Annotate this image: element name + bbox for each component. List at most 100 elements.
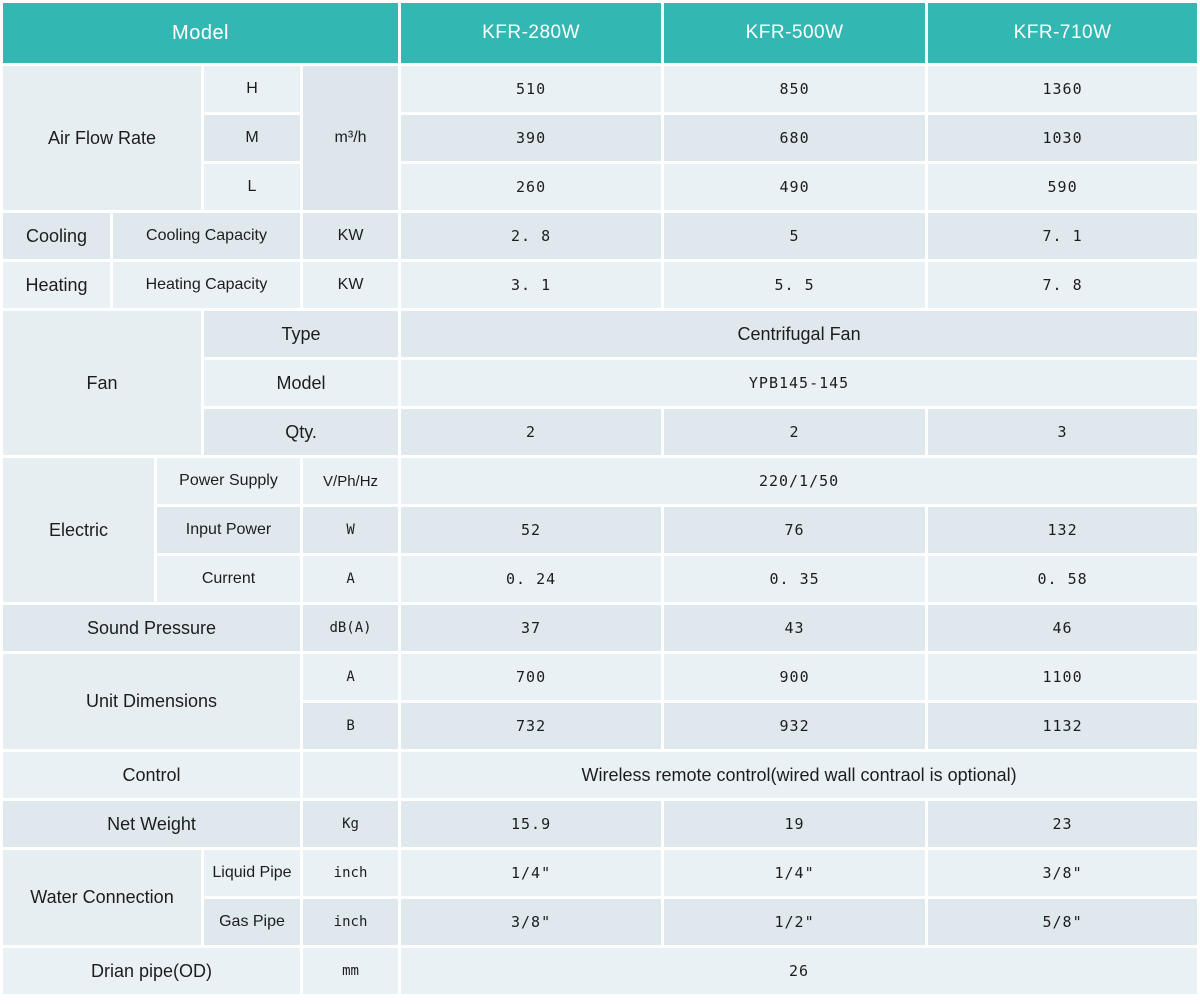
dimensions-b-row: B 732 932 1132 <box>3 703 1198 749</box>
heating-capacity-label: Heating Capacity <box>113 262 300 308</box>
drain-pipe-value: 26 <box>401 948 1198 994</box>
fan-qty-value-500w: 2 <box>664 409 926 455</box>
input-power-value-280w: 52 <box>401 507 662 553</box>
gas-pipe-row: Gas Pipe inch 3/8" 1/2" 5/8" <box>3 899 1198 945</box>
power-supply-value: 220/1/50 <box>401 458 1198 504</box>
power-supply-label: Power Supply <box>157 458 300 504</box>
fan-model-label: Model <box>204 360 399 406</box>
sound-pressure-row: Sound Pressure dB(A) 37 43 46 <box>3 605 1198 651</box>
airflow-label: Air Flow Rate <box>3 66 201 210</box>
airflow-m-value-280w: 390 <box>401 115 662 161</box>
liquid-pipe-value-500w: 1/4" <box>664 850 926 896</box>
heating-label: Heating <box>3 262 110 308</box>
drain-pipe-row: Drian pipe(OD) mm 26 <box>3 948 1198 994</box>
current-unit: A <box>303 556 399 602</box>
electric-power-supply-row: Electric Power Supply V/Ph/Hz 220/1/50 <box>3 458 1198 602</box>
fan-model-value: YPB145-145 <box>401 360 1198 406</box>
fan-type-value: Centrifugal Fan <box>401 311 1198 357</box>
col-header-kfr-710w: KFR-710W <box>928 3 1198 63</box>
airflow-speed-h-label: H <box>204 66 300 112</box>
control-row: Control Wireless remote control(wired wa… <box>3 752 1198 798</box>
airflow-l-value-280w: 260 <box>401 164 662 210</box>
drain-pipe-label: Drian pipe(OD) <box>3 948 300 994</box>
sound-pressure-label: Sound Pressure <box>3 605 300 651</box>
control-label: Control <box>3 752 300 798</box>
fan-label: Fan <box>3 311 201 455</box>
heating-row: Heating Heating Capacity KW 3. 1 5. 5 7.… <box>3 262 1198 308</box>
heating-unit: KW <box>303 262 399 308</box>
airflow-h-value-280w: 510 <box>401 66 662 112</box>
net-weight-value-280w: 15.9 <box>401 801 662 847</box>
control-value: Wireless remote control(wired wall contr… <box>401 752 1198 798</box>
input-power-unit: W <box>303 507 399 553</box>
gas-pipe-label: Gas Pipe <box>204 899 300 945</box>
gas-pipe-value-280w: 3/8" <box>401 899 662 945</box>
sound-pressure-unit: dB(A) <box>303 605 399 651</box>
net-weight-value-500w: 19 <box>664 801 926 847</box>
heating-value-710w: 7. 8 <box>928 262 1198 308</box>
dimension-b-value-710w: 1132 <box>928 703 1198 749</box>
airflow-m-value-710w: 1030 <box>928 115 1198 161</box>
airflow-l-value-500w: 490 <box>664 164 926 210</box>
fan-qty-label: Qty. <box>204 409 399 455</box>
fan-model-row: Model YPB145-145 <box>3 360 1198 406</box>
airflow-h-row: Air Flow Rate H m³/h 510 850 1360 <box>3 66 1198 210</box>
electric-input-power-row: Input Power W 52 76 132 <box>3 507 1198 553</box>
current-value-280w: 0. 24 <box>401 556 662 602</box>
fan-qty-row: Qty. 2 2 3 <box>3 409 1198 455</box>
liquid-pipe-value-710w: 3/8" <box>928 850 1198 896</box>
dimension-b-label: B <box>303 703 399 749</box>
heating-value-280w: 3. 1 <box>401 262 662 308</box>
fan-qty-value-710w: 3 <box>928 409 1198 455</box>
cooling-value-710w: 7. 1 <box>928 213 1198 259</box>
electric-current-row: Current A 0. 24 0. 35 0. 58 <box>3 556 1198 602</box>
cooling-unit: KW <box>303 213 399 259</box>
airflow-h-value-500w: 850 <box>664 66 926 112</box>
sound-pressure-value-500w: 43 <box>664 605 926 651</box>
airflow-l-row: L 260 490 590 <box>3 164 1198 210</box>
drain-pipe-unit: mm <box>303 948 399 994</box>
fan-type-row: Fan Type Centrifugal Fan <box>3 311 1198 455</box>
net-weight-row: Net Weight Kg 15.9 19 23 <box>3 801 1198 847</box>
fan-qty-value-280w: 2 <box>401 409 662 455</box>
dimensions-a-row: Unit Dimensions A 700 900 1100 <box>3 654 1198 749</box>
dimension-b-value-500w: 932 <box>664 703 926 749</box>
input-power-label: Input Power <box>157 507 300 553</box>
water-connection-label: Water Connection <box>3 850 201 945</box>
liquid-pipe-unit: inch <box>303 850 399 896</box>
airflow-speed-m-label: M <box>204 115 300 161</box>
current-label: Current <box>157 556 300 602</box>
col-header-kfr-500w: KFR-500W <box>664 3 926 63</box>
cooling-row: Cooling Cooling Capacity KW 2. 8 5 7. 1 <box>3 213 1198 259</box>
input-power-value-500w: 76 <box>664 507 926 553</box>
airflow-l-value-710w: 590 <box>928 164 1198 210</box>
model-header-cell: Model <box>3 3 399 63</box>
cooling-label: Cooling <box>3 213 110 259</box>
dimension-a-value-500w: 900 <box>664 654 926 700</box>
airflow-speed-l-label: L <box>204 164 300 210</box>
gas-pipe-value-710w: 5/8" <box>928 899 1198 945</box>
fan-type-label: Type <box>204 311 399 357</box>
airflow-m-row: M 390 680 1030 <box>3 115 1198 161</box>
control-unit-empty-cell <box>303 752 399 798</box>
input-power-value-710w: 132 <box>928 507 1198 553</box>
dimension-a-value-710w: 1100 <box>928 654 1198 700</box>
dimension-b-value-280w: 732 <box>401 703 662 749</box>
net-weight-unit: Kg <box>303 801 399 847</box>
header-row: Model KFR-280W KFR-500W KFR-710W <box>3 3 1198 63</box>
current-value-500w: 0. 35 <box>664 556 926 602</box>
net-weight-label: Net Weight <box>3 801 300 847</box>
gas-pipe-value-500w: 1/2" <box>664 899 926 945</box>
sound-pressure-value-710w: 46 <box>928 605 1198 651</box>
cooling-value-500w: 5 <box>664 213 926 259</box>
power-supply-unit: V/Ph/Hz <box>303 458 399 504</box>
net-weight-value-710w: 23 <box>928 801 1198 847</box>
dimension-a-label: A <box>303 654 399 700</box>
liquid-pipe-value-280w: 1/4" <box>401 850 662 896</box>
electric-label: Electric <box>3 458 154 602</box>
col-header-kfr-280w: KFR-280W <box>401 3 662 63</box>
unit-dimensions-label: Unit Dimensions <box>3 654 300 749</box>
cooling-value-280w: 2. 8 <box>401 213 662 259</box>
cooling-capacity-label: Cooling Capacity <box>113 213 300 259</box>
